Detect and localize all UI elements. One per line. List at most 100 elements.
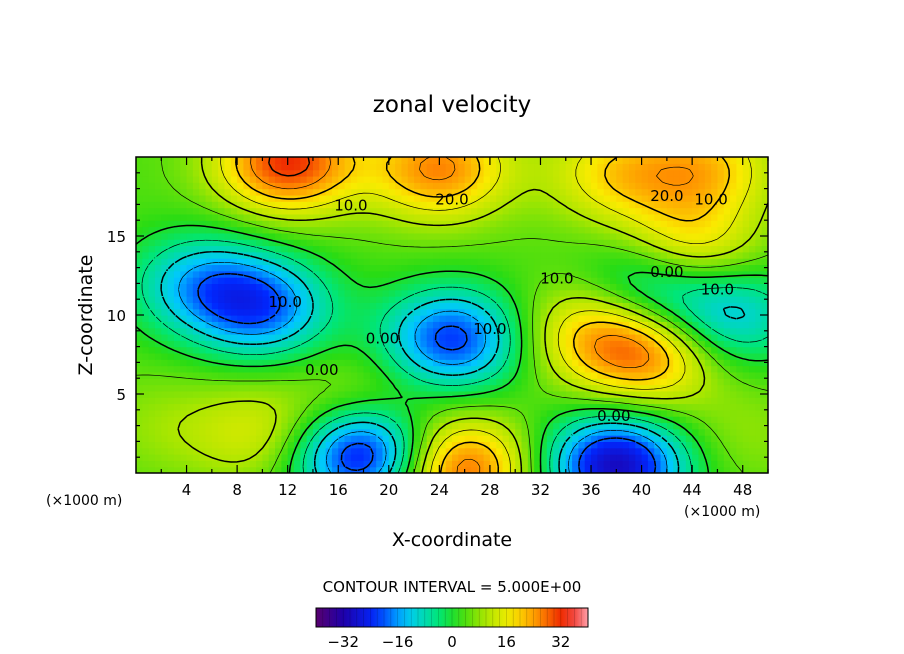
field-cell — [192, 207, 200, 215]
field-cell — [483, 157, 491, 164]
field-cell — [445, 397, 453, 405]
field-cell — [622, 207, 630, 215]
field-cell — [268, 245, 276, 253]
field-cell — [306, 232, 314, 240]
field-cell — [597, 435, 605, 442]
field-cell — [452, 403, 459, 411]
field-cell — [249, 302, 257, 310]
field-cell — [426, 359, 434, 367]
field-cell — [761, 466, 768, 473]
field-cell — [331, 333, 339, 341]
field-cell — [578, 416, 586, 424]
field-cell — [578, 296, 586, 303]
field-cell — [439, 371, 447, 379]
field-cell — [704, 245, 712, 253]
field-cell — [736, 308, 744, 316]
field-cell — [167, 340, 175, 348]
field-cell — [622, 340, 630, 348]
field-cell — [546, 277, 554, 284]
field-cell — [350, 302, 358, 310]
field-cell — [331, 302, 339, 310]
field-cell — [407, 232, 415, 240]
field-cell — [553, 441, 561, 449]
field-cell — [673, 220, 681, 228]
field-cell — [256, 390, 263, 398]
field-cell — [711, 390, 719, 398]
field-cell — [635, 390, 643, 398]
field-cell — [685, 409, 693, 417]
field-cell — [439, 157, 447, 164]
field-cell — [698, 454, 706, 461]
field-cell — [527, 315, 535, 322]
field-cell — [452, 175, 459, 183]
field-cell — [338, 308, 346, 316]
field-cell — [572, 397, 579, 405]
field-cell — [698, 157, 706, 164]
field-cell — [496, 460, 504, 468]
field-cell — [369, 441, 377, 449]
field-cell — [287, 188, 295, 196]
field-cell — [483, 371, 491, 379]
field-cell — [483, 390, 491, 398]
field-cell — [565, 220, 573, 228]
field-cell — [698, 302, 706, 310]
field-cell — [584, 403, 592, 411]
field-cell — [275, 441, 282, 449]
field-cell — [470, 277, 478, 284]
field-cell — [256, 302, 263, 310]
field-cell — [312, 277, 320, 284]
field-cell — [439, 428, 447, 436]
field-cell — [666, 283, 674, 291]
field-cell — [711, 371, 719, 379]
field-cell — [319, 220, 327, 228]
field-cell — [515, 251, 523, 259]
field-cell — [439, 251, 447, 259]
field-cell — [679, 169, 687, 177]
field-cell — [565, 378, 573, 386]
field-cell — [388, 182, 396, 190]
field-cell — [458, 315, 466, 322]
field-cell — [452, 308, 459, 316]
field-cell — [167, 175, 175, 183]
field-cell — [508, 428, 516, 436]
field-cell — [294, 409, 301, 417]
field-cell — [591, 277, 598, 284]
field-cell — [275, 352, 282, 360]
field-cell — [534, 163, 542, 171]
field-cell — [597, 258, 605, 266]
field-cell — [723, 169, 731, 177]
field-cell — [654, 403, 662, 411]
field-cell — [262, 460, 270, 468]
field-cell — [319, 157, 327, 164]
field-cell — [470, 251, 478, 259]
field-cell — [300, 188, 308, 196]
field-cell — [224, 169, 232, 177]
field-cell — [666, 201, 674, 209]
field-cell — [287, 409, 295, 417]
field-cell — [452, 327, 459, 335]
field-cell — [243, 226, 251, 234]
field-cell — [344, 245, 352, 253]
field-cell — [508, 403, 516, 411]
field-cell — [180, 213, 188, 221]
field-cell — [161, 346, 169, 354]
field-cell — [666, 157, 674, 164]
field-cell — [350, 169, 358, 177]
field-cell — [540, 447, 548, 455]
field-cell — [167, 346, 175, 354]
field-cell — [388, 289, 396, 297]
field-cell — [275, 232, 282, 240]
field-cell — [388, 460, 396, 468]
field-cell — [597, 390, 605, 398]
field-cell — [565, 201, 573, 209]
field-cell — [641, 220, 649, 228]
field-cell — [546, 182, 554, 190]
field-cell — [439, 163, 447, 171]
field-cell — [666, 163, 674, 171]
field-cell — [319, 422, 327, 430]
field-cell — [698, 239, 706, 247]
field-cell — [673, 428, 681, 436]
field-cell — [572, 435, 579, 442]
field-cell — [635, 188, 643, 196]
field-cell — [477, 169, 485, 177]
